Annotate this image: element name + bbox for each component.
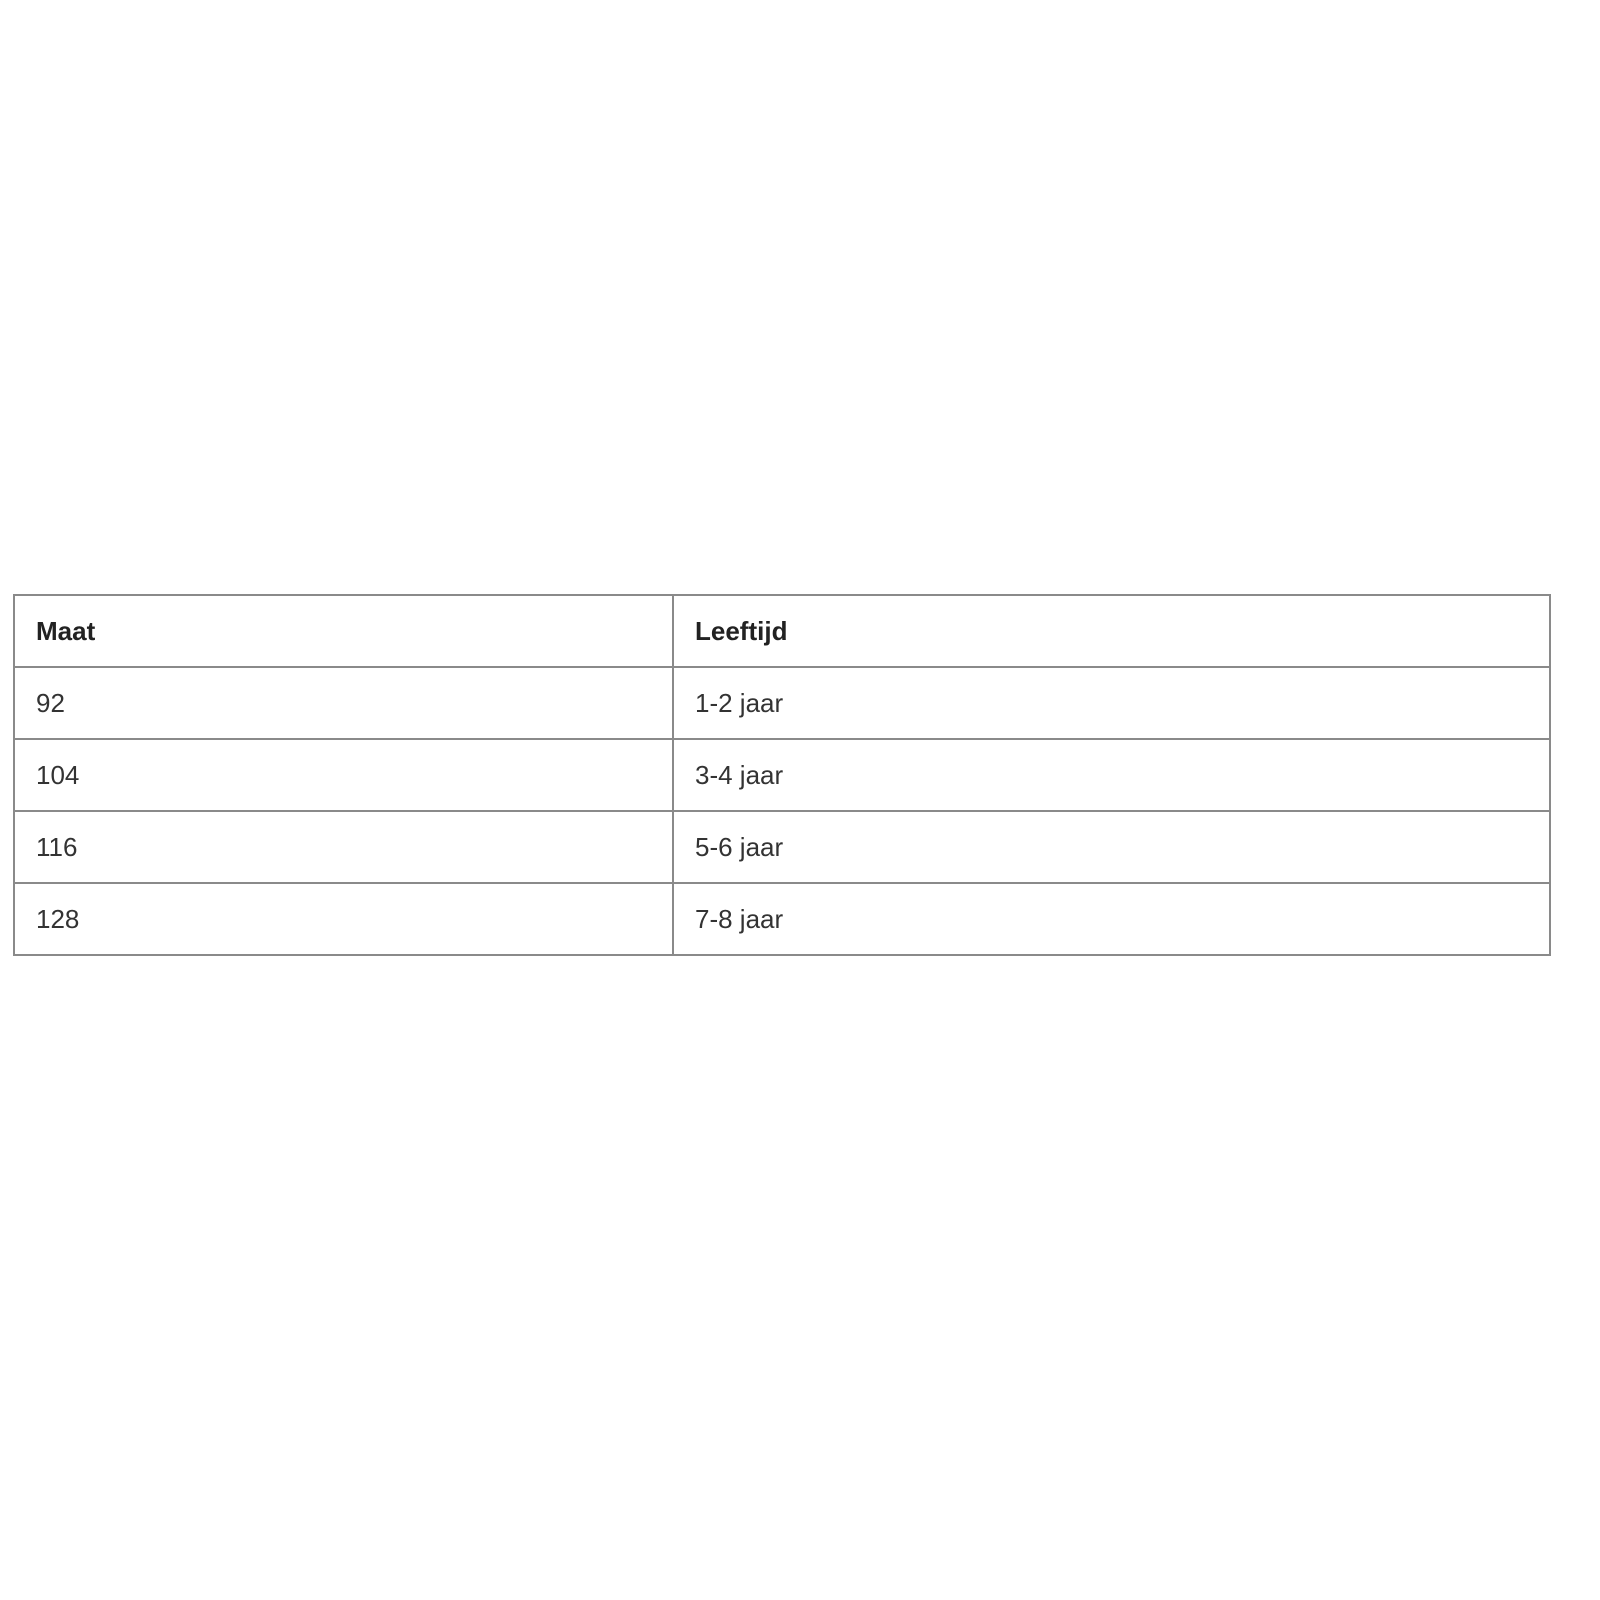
cell-leeftijd: 5-6 jaar (672, 810, 1551, 884)
cell-leeftijd: 3-4 jaar (672, 738, 1551, 812)
cell-leeftijd: 7-8 jaar (672, 882, 1551, 956)
header-maat: Maat (13, 594, 674, 668)
table-row: 92 1-2 jaar (13, 666, 1551, 740)
cell-maat: 104 (13, 738, 674, 812)
cell-maat: 116 (13, 810, 674, 884)
table-row: 116 5-6 jaar (13, 810, 1551, 884)
table-row: 128 7-8 jaar (13, 882, 1551, 956)
cell-maat: 128 (13, 882, 674, 956)
table-row: 104 3-4 jaar (13, 738, 1551, 812)
cell-leeftijd: 1-2 jaar (672, 666, 1551, 740)
size-table: Maat Leeftijd 92 1-2 jaar 104 3-4 jaar 1… (13, 594, 1551, 956)
table-header-row: Maat Leeftijd (13, 594, 1551, 668)
cell-maat: 92 (13, 666, 674, 740)
header-leeftijd: Leeftijd (672, 594, 1551, 668)
